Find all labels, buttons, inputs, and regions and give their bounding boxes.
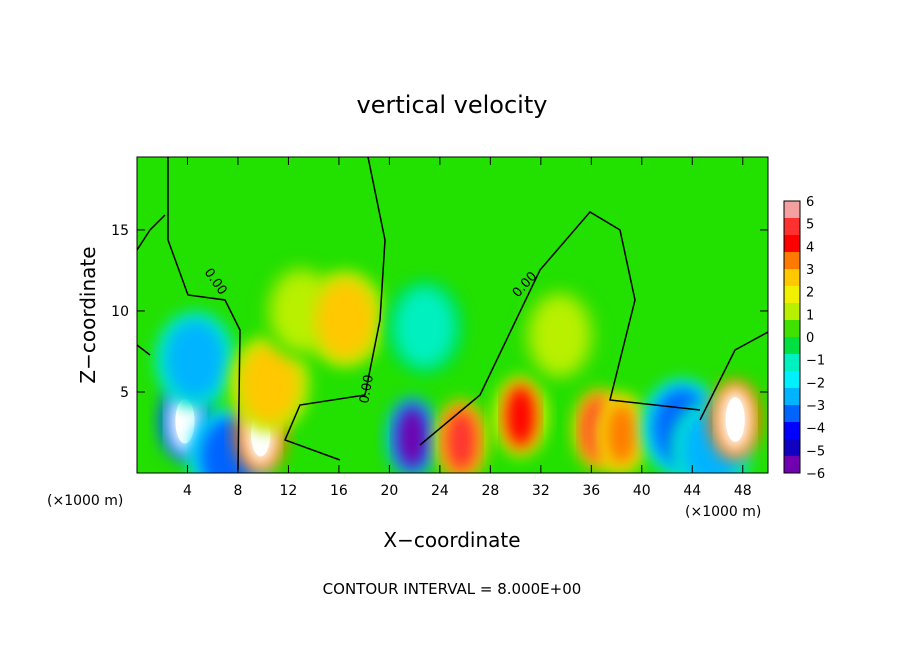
y-tick-label-10: 10 (111, 304, 129, 320)
y-tick-label-15: 15 (111, 223, 129, 239)
x-tick-label-12: 12 (280, 483, 298, 499)
y-axis-label: Z−coordinate (76, 246, 100, 383)
colorbar-label-11: −5 (806, 444, 825, 459)
colorbar-label-9: −3 (806, 399, 825, 414)
x-tick-label-8: 8 (233, 483, 242, 499)
contour-interval-footer: CONTOUR INTERVAL = 8.000E+00 (323, 580, 582, 598)
colorbar-label-2: 4 (806, 240, 814, 255)
x-tick-label-20: 20 (380, 483, 398, 499)
x-unit-right: (×1000 m) (685, 504, 761, 520)
velocity-core-11 (529, 295, 590, 376)
y-axis: 5 10 15 (111, 223, 768, 401)
zero-contour-far-right (699, 331, 768, 421)
colorbar-label-3: 3 (806, 263, 814, 278)
colorbar-swatch-6 (784, 303, 800, 321)
velocity-extreme-0 (175, 398, 195, 444)
colorbar-label-5: 1 (806, 308, 814, 323)
x-tick-label-4: 4 (183, 483, 192, 499)
zero-contour-lower-left (137, 344, 151, 356)
contour-label-mid: 0.00 (357, 374, 377, 405)
zero-contour-right (419, 211, 701, 446)
velocity-core-8 (394, 287, 455, 368)
y-tick-label-5: 5 (120, 385, 129, 401)
x-tick-label-32: 32 (532, 483, 550, 499)
x-tick-label-24: 24 (431, 483, 449, 499)
colorbar-swatch-15 (784, 456, 800, 474)
colorbar-swatch-2 (784, 235, 800, 253)
zero-contour-left-edge (137, 214, 166, 251)
velocity-core-4 (239, 343, 300, 424)
velocity-core-10 (504, 384, 537, 449)
x-axis-label: X−coordinate (383, 528, 520, 552)
velocity-core-9 (445, 408, 478, 473)
velocity-core-7 (396, 405, 429, 470)
x-tick-label-44: 44 (683, 483, 701, 499)
colorbar-label-12: −6 (806, 467, 825, 482)
velocity-field (155, 262, 762, 473)
colorbar-swatch-12 (784, 405, 800, 423)
colorbar-swatch-1 (784, 218, 800, 236)
colorbar-swatch-8 (784, 337, 800, 355)
velocity-core-1 (165, 319, 226, 400)
colorbar-frame (783, 200, 801, 474)
zero-contour-left (167, 157, 241, 471)
x-tick-label-48: 48 (734, 483, 752, 499)
colorbar-swatch-7 (784, 320, 800, 338)
velocity-core-6 (315, 279, 376, 360)
x-axis: 4 8 12 16 20 24 28 32 36 40 44 48 (183, 157, 752, 499)
colorbar-label-10: −4 (806, 422, 825, 437)
colorbar: 6 5 4 3 2 1 0 −1 −2 −3 −4 −5 −6 (783, 195, 825, 482)
zero-contours (137, 157, 768, 471)
colorbar-swatch-11 (784, 388, 800, 406)
colorbar-swatch-9 (784, 354, 800, 372)
colorbar-label-7: −1 (806, 354, 825, 369)
velocity-extreme-16 (725, 397, 745, 442)
colorbar-swatch-5 (784, 286, 800, 304)
plot-frame (136, 156, 769, 474)
x-tick-label-40: 40 (633, 483, 651, 499)
colorbar-swatch-4 (784, 269, 800, 287)
colorbar-swatch-14 (784, 439, 800, 457)
colorbar-swatch-0 (784, 201, 800, 219)
colorbar-label-0: 6 (806, 195, 814, 210)
colorbar-swatch-10 (784, 371, 800, 389)
colorbar-label-6: 0 (806, 331, 814, 346)
colorbar-label-1: 5 (806, 218, 814, 233)
zero-contour-mid (283, 157, 386, 461)
chart-title: vertical velocity (357, 91, 548, 119)
x-tick-label-36: 36 (582, 483, 600, 499)
x-unit-left: (×1000 m) (47, 493, 123, 509)
x-tick-label-28: 28 (481, 483, 499, 499)
x-tick-label-16: 16 (330, 483, 348, 499)
colorbar-swatch-13 (784, 422, 800, 440)
plot-area (137, 157, 768, 473)
colorbar-swatch-3 (784, 252, 800, 270)
colorbar-label-8: −2 (806, 376, 825, 391)
colorbar-label-4: 2 (806, 286, 814, 301)
velocity-core-13 (605, 402, 638, 467)
